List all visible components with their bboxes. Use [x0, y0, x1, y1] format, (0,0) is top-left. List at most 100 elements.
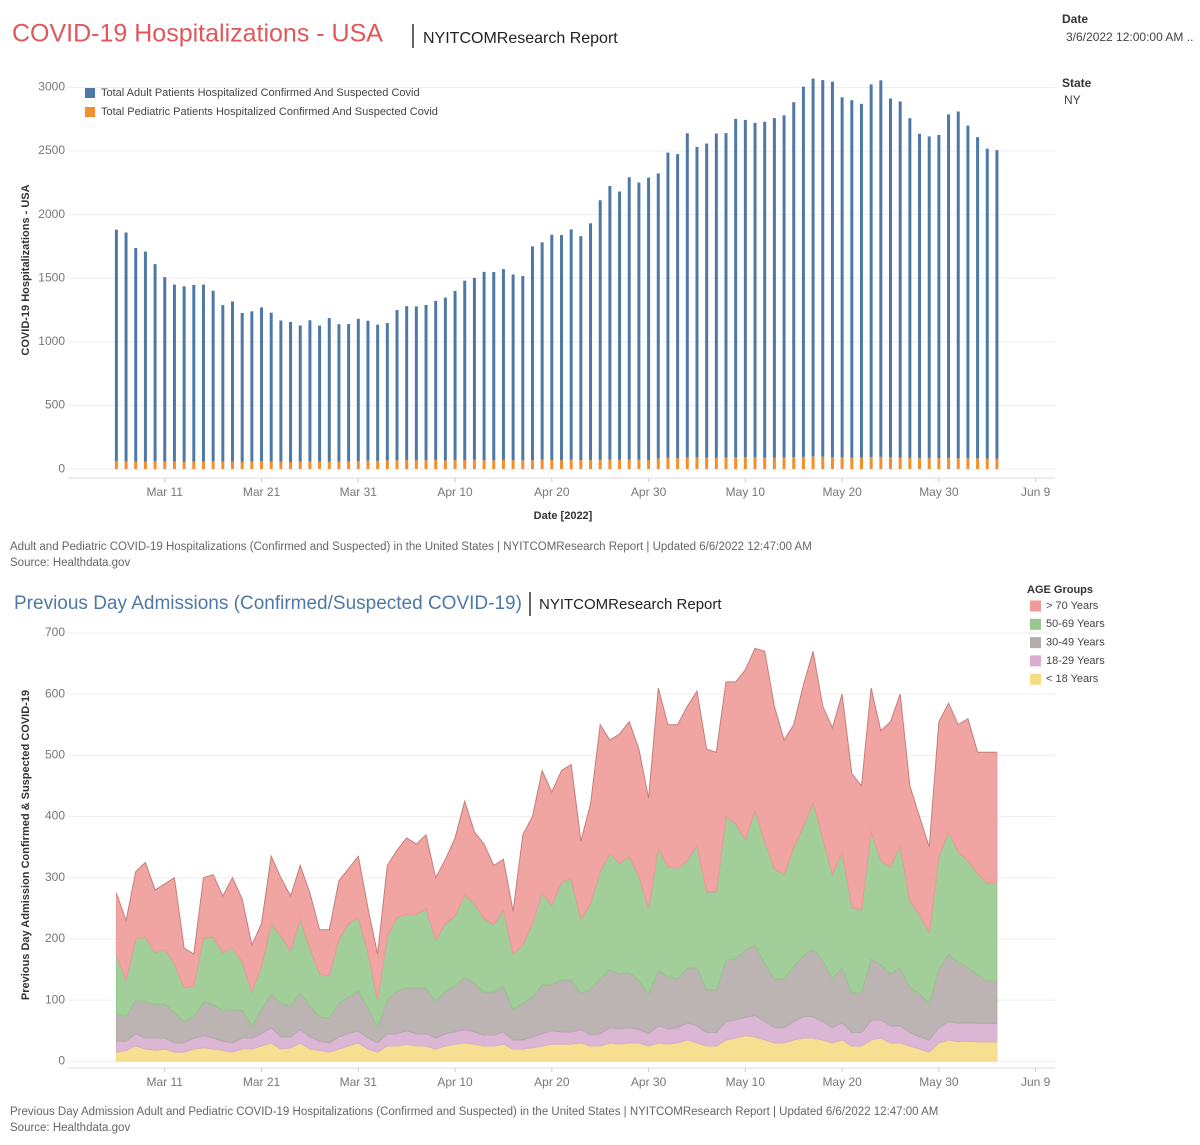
y-tick-label: 2500	[38, 143, 65, 157]
bar	[318, 461, 322, 470]
bar	[637, 182, 641, 460]
bar	[298, 461, 302, 470]
bar	[918, 133, 922, 459]
bar	[231, 461, 234, 470]
y-axis-title: COVID-19 Hospitalizations - USA	[20, 184, 32, 355]
x-tick-label: Apr 20	[534, 485, 570, 499]
bar	[772, 457, 776, 470]
bar	[695, 457, 699, 470]
bar	[201, 284, 205, 462]
y-tick-label: 500	[45, 748, 65, 762]
bar	[385, 460, 389, 470]
y-tick-label: 500	[45, 398, 65, 412]
y-tick-label: 0	[58, 1053, 65, 1067]
filter-value[interactable]: NY	[1064, 93, 1081, 107]
bar	[501, 459, 505, 470]
bar	[676, 458, 680, 470]
bar	[840, 97, 844, 458]
bar	[153, 264, 157, 462]
bar	[666, 457, 670, 470]
bar	[337, 461, 341, 470]
bar	[772, 118, 776, 458]
legend-label: > 70 Years	[1046, 600, 1099, 612]
bar	[918, 458, 922, 470]
area	[115, 647, 998, 1001]
bar	[501, 269, 505, 460]
bar	[627, 177, 631, 460]
bar	[521, 460, 525, 470]
y-axis-title: Previous Day Admission Confirmed & Suspe…	[20, 690, 32, 1000]
bar	[376, 460, 380, 470]
bar	[985, 148, 989, 459]
x-tick-label: Mar 21	[243, 485, 281, 499]
bar	[782, 115, 786, 458]
bar	[221, 461, 225, 470]
bar	[734, 457, 738, 470]
bar	[443, 297, 447, 461]
bar	[163, 461, 167, 470]
bar	[976, 458, 980, 470]
bar	[550, 459, 554, 470]
bar	[260, 461, 264, 470]
bar	[811, 456, 815, 470]
bar	[976, 137, 980, 459]
bar	[637, 459, 641, 470]
bar	[792, 457, 796, 470]
bar	[221, 305, 225, 462]
bar	[143, 461, 147, 470]
y-tick-label: 3000	[38, 80, 65, 94]
bar	[937, 458, 941, 470]
bar	[656, 458, 660, 470]
bar	[143, 251, 147, 462]
bar	[240, 312, 244, 462]
bar	[530, 460, 534, 470]
bar	[821, 456, 825, 470]
bar	[163, 277, 167, 462]
filter-label: Date	[1062, 12, 1088, 26]
chart-subtitle: NYITCOMResearch Report	[539, 596, 722, 613]
bar	[395, 310, 399, 461]
bar	[869, 457, 873, 470]
bar	[656, 173, 660, 459]
bar	[908, 118, 912, 458]
legend-swatch	[1030, 618, 1041, 630]
bar	[734, 118, 738, 458]
bar	[211, 290, 215, 462]
bar	[250, 311, 254, 462]
filter-value[interactable]: 3/6/2022 12:00:00 AM ..	[1066, 30, 1193, 44]
bar	[511, 274, 515, 461]
chart-title: Previous Day Admissions (Confirmed/Suspe…	[14, 593, 522, 614]
bar	[647, 460, 651, 470]
source: Source: Healthdata.gov	[10, 1122, 130, 1134]
bar	[385, 323, 389, 461]
x-tick-label: May 10	[726, 485, 766, 499]
bar	[966, 125, 970, 459]
filter-label: State	[1062, 76, 1092, 90]
bar	[811, 78, 815, 457]
bar	[172, 284, 176, 462]
bar	[318, 325, 322, 462]
bar	[898, 457, 902, 470]
y-tick-label: 200	[45, 931, 65, 945]
bar	[898, 101, 902, 458]
y-tick-label: 300	[45, 870, 65, 884]
bar	[376, 324, 380, 461]
bar	[666, 152, 670, 458]
bar	[560, 460, 563, 470]
legend-label: Total Adult Patients Hospitalized Confir…	[101, 87, 420, 99]
x-tick-label: Apr 20	[534, 1075, 570, 1089]
bar	[705, 457, 709, 470]
legend-swatch	[85, 88, 95, 98]
bar	[879, 80, 883, 457]
x-tick-label: Mar 11	[147, 1075, 184, 1089]
bar	[492, 272, 496, 461]
bar	[579, 460, 583, 470]
bar	[443, 460, 447, 470]
bar	[453, 290, 457, 461]
bar	[889, 98, 892, 458]
x-tick-label: Jun 9	[1021, 485, 1051, 499]
chart-subtitle: NYITCOMResearch Report	[423, 30, 618, 47]
bar	[211, 461, 215, 470]
bar	[618, 459, 622, 470]
